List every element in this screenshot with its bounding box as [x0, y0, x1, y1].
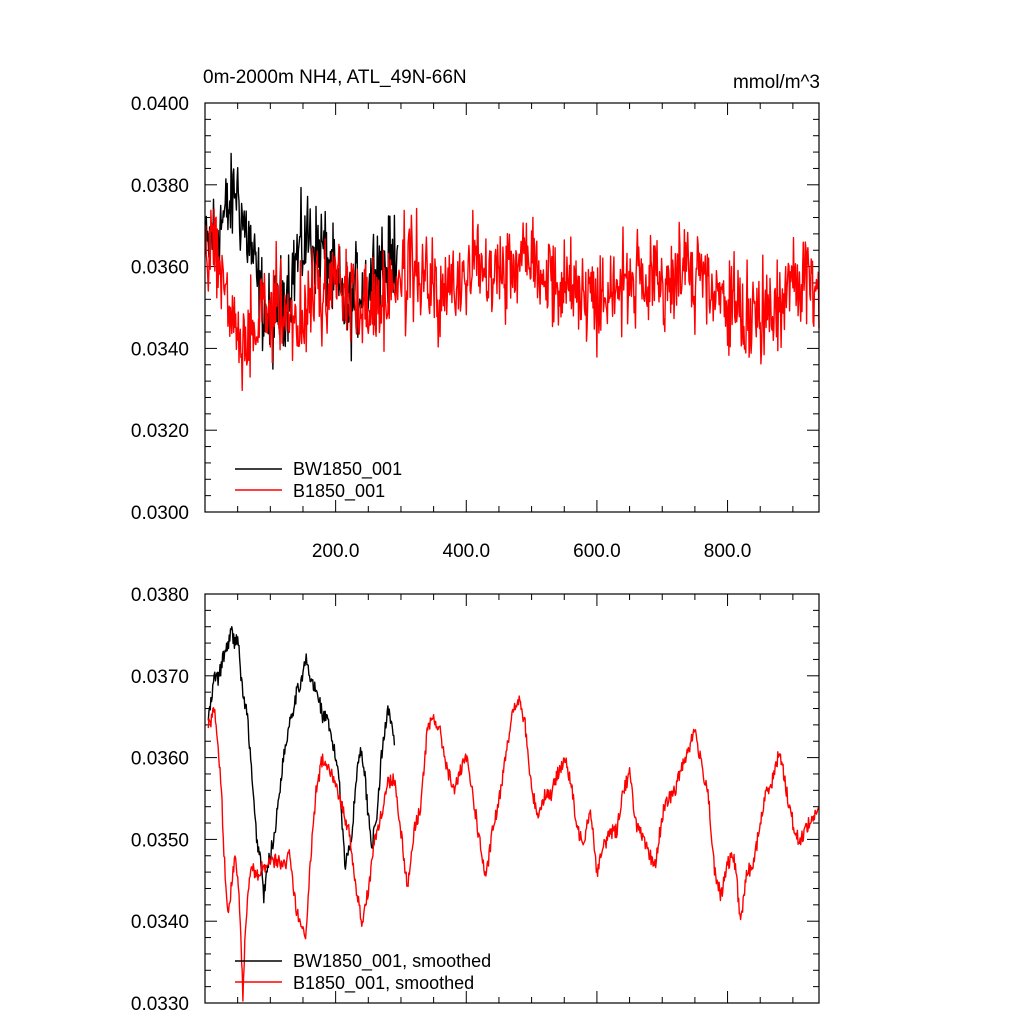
series-line-b1850-001-smoothed [207, 695, 820, 1002]
top-panel-series [205, 152, 820, 392]
y-tick-label: 0.0330 [131, 994, 189, 1015]
top-panel-x-tick-labels: 200.0 400.0 600.0 800.0 [312, 541, 751, 562]
y-tick-label: 0.0350 [131, 830, 189, 851]
y-tick-label: 0.0360 [131, 749, 189, 770]
x-tick-label: 200.0 [312, 541, 360, 562]
y-tick-label: 0.0380 [131, 585, 189, 606]
x-tick-label: 600.0 [573, 541, 621, 562]
bottom-panel-ticks [205, 593, 819, 1004]
top-panel-units: mmol/m^3 [733, 72, 820, 93]
y-tick-label: 0.0360 [131, 258, 189, 279]
legend-label-bw1850-smoothed: BW1850_001, smoothed [293, 951, 491, 972]
series-line-bw1850-001-smoothed [207, 626, 396, 904]
y-tick-label: 0.0370 [131, 667, 189, 688]
x-tick-label: 800.0 [704, 541, 752, 562]
y-tick-label: 0.0380 [131, 176, 189, 197]
x-tick-label: 400.0 [443, 541, 491, 562]
top-panel-title: 0m-2000m NH4, ATL_49N-66N [203, 67, 467, 88]
legend-label-bw1850: BW1850_001 [293, 459, 402, 480]
legend-label-b1850: B1850_001 [293, 481, 385, 502]
y-tick-label: 0.0320 [131, 421, 189, 442]
bottom-panel-series [207, 626, 820, 1002]
top-panel: 0m-2000m NH4, ATL_49N-66N mmol/m^3 0.030… [131, 67, 820, 562]
top-panel-legend: BW1850_001 B1850_001 [235, 459, 402, 502]
top-panel-frame [204, 102, 820, 513]
series-line-b1850-001 [205, 207, 820, 392]
bottom-panel-legend: BW1850_001, smoothed B1850_001, smoothed [235, 951, 491, 994]
top-panel-y-tick-labels: 0.0300 0.0320 0.0340 0.0360 0.0380 0.0400 [131, 94, 189, 524]
bottom-panel: 0.0330 0.0340 0.0350 0.0360 0.0370 0.0380 BW1… [131, 585, 820, 1015]
bottom-panel-y-tick-labels: 0.0330 0.0340 0.0350 0.0360 0.0370 0.0380 [131, 585, 189, 1015]
y-tick-label: 0.0340 [131, 339, 189, 360]
top-panel-ticks [205, 102, 819, 513]
bottom-panel-frame [204, 593, 820, 1004]
y-tick-label: 0.0400 [131, 94, 189, 115]
y-tick-label: 0.0300 [131, 503, 189, 524]
series-line-bw1850-001 [205, 152, 399, 370]
legend-label-b1850-smoothed: B1850_001, smoothed [293, 973, 474, 994]
y-tick-label: 0.0340 [131, 912, 189, 933]
